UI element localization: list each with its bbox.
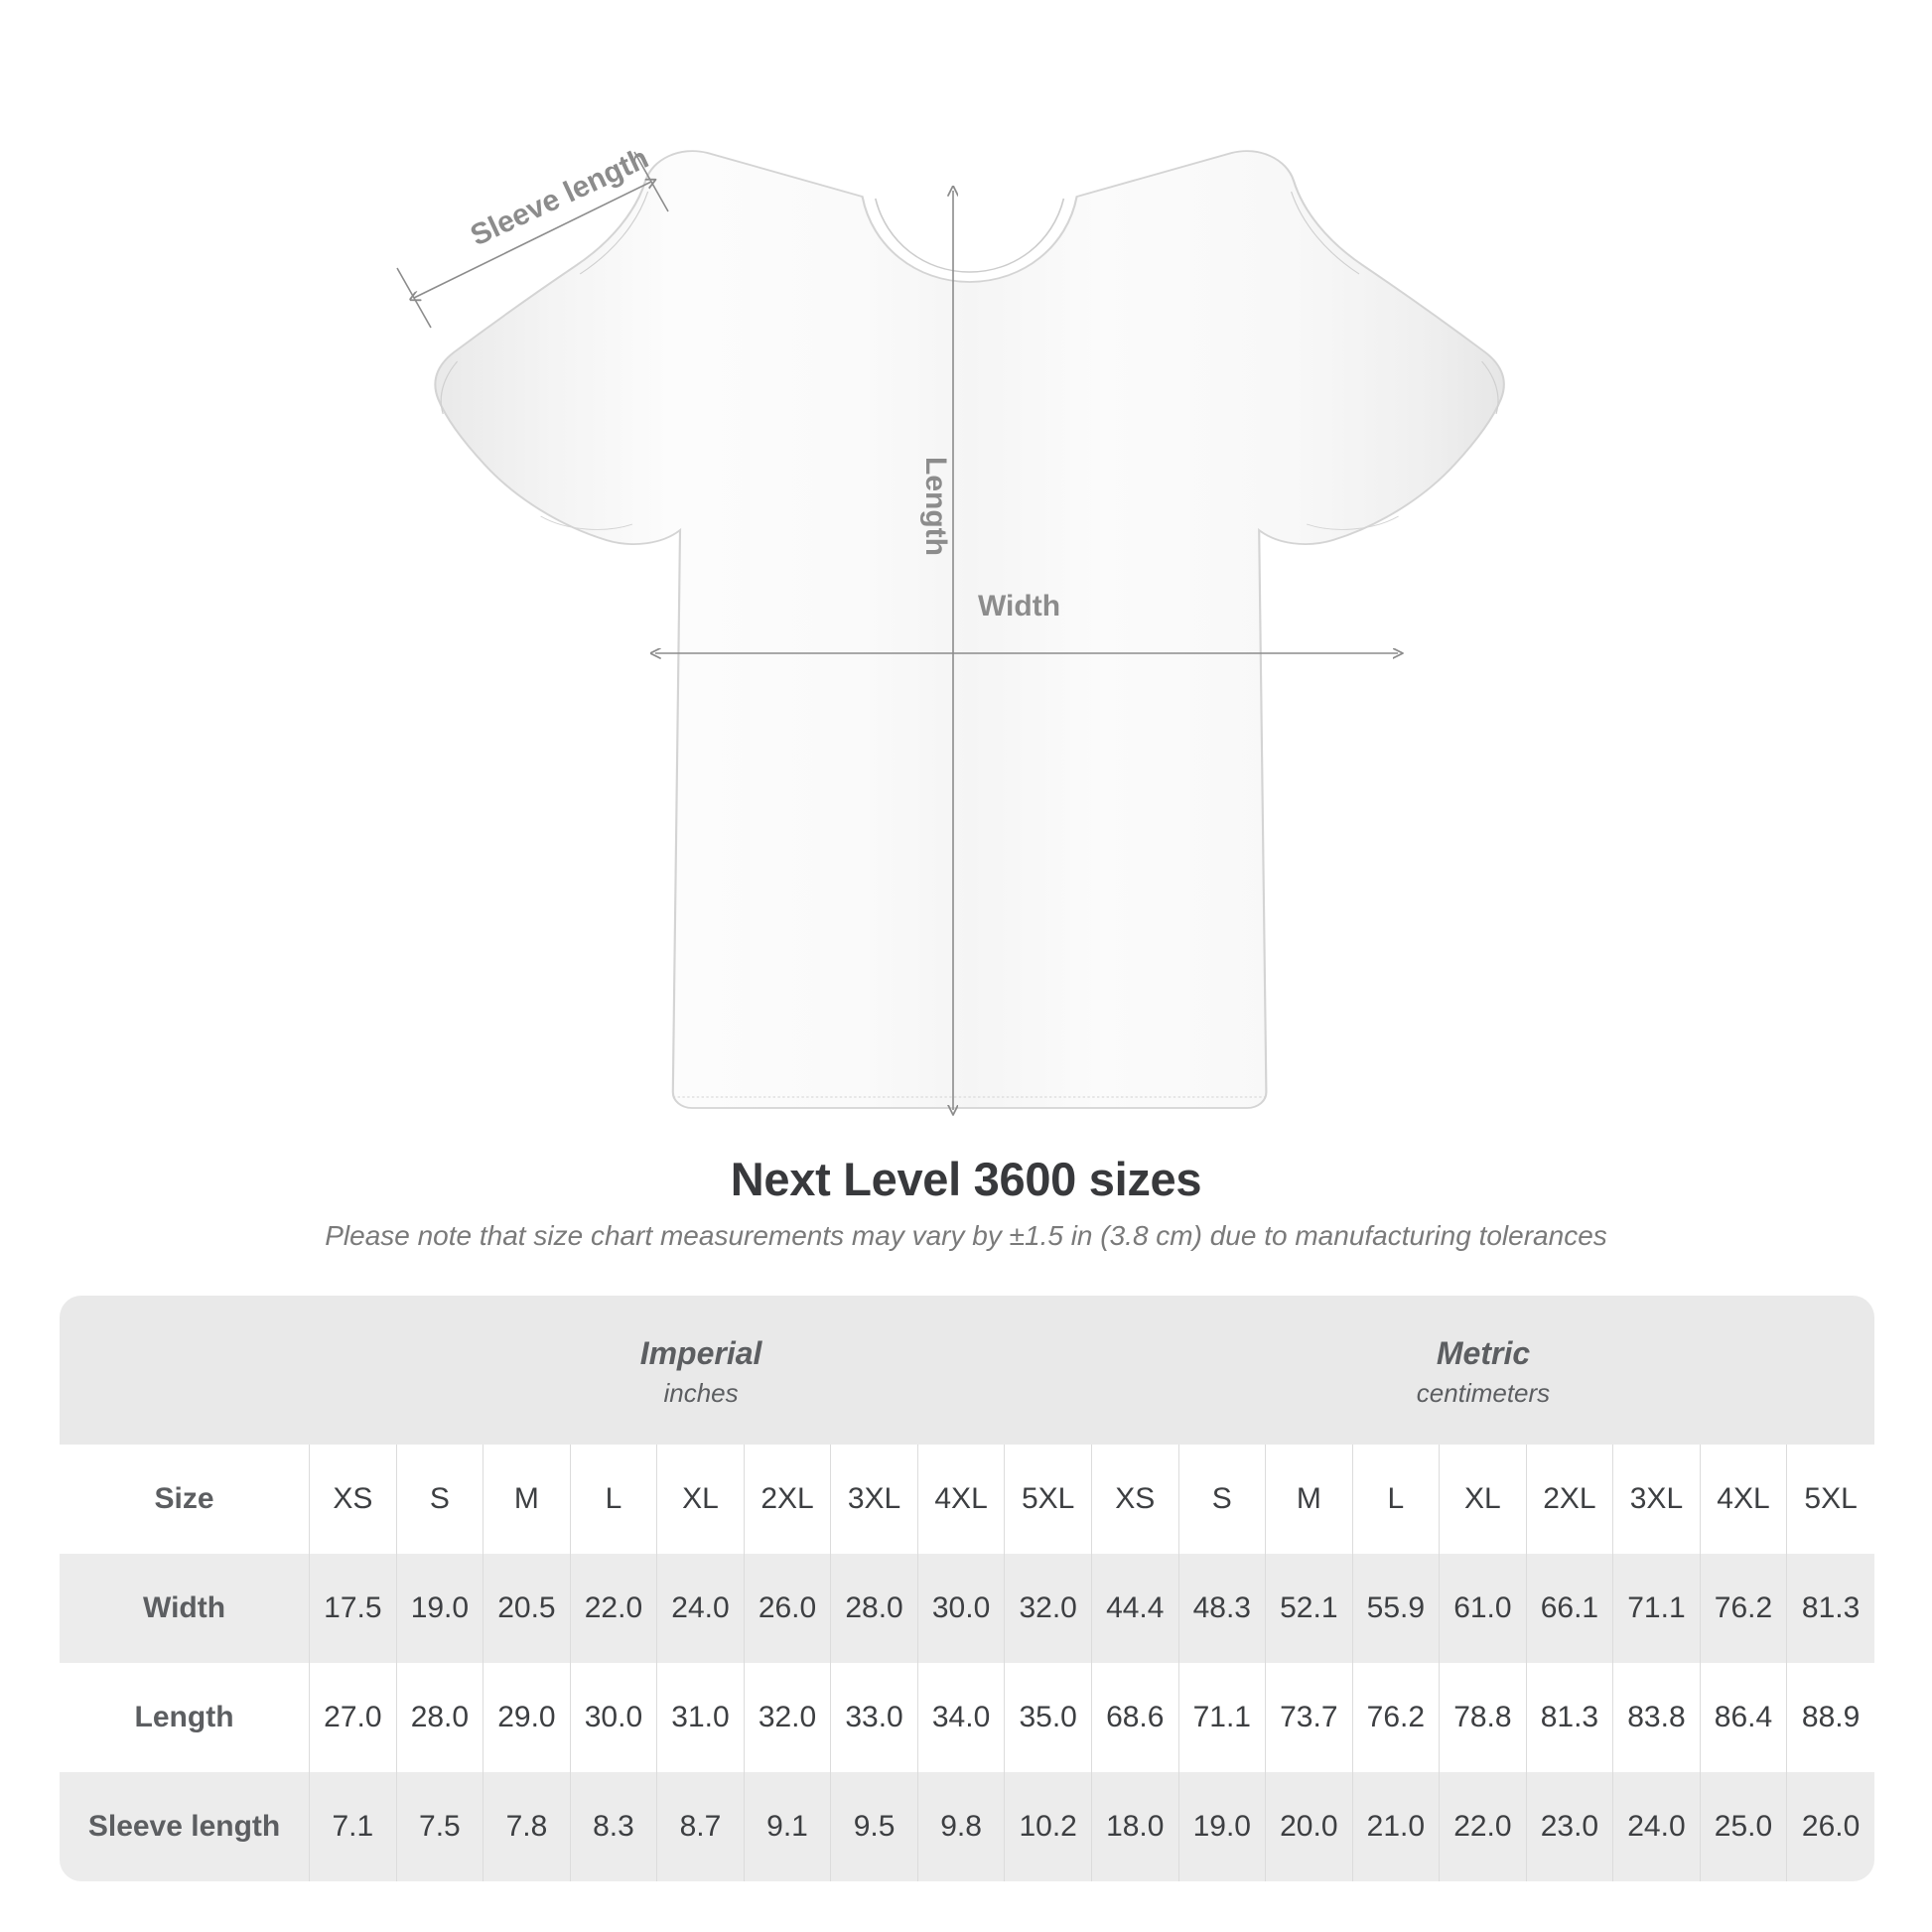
svg-text:Length: Length — [919, 457, 952, 556]
svg-text:Width: Width — [978, 590, 1060, 622]
